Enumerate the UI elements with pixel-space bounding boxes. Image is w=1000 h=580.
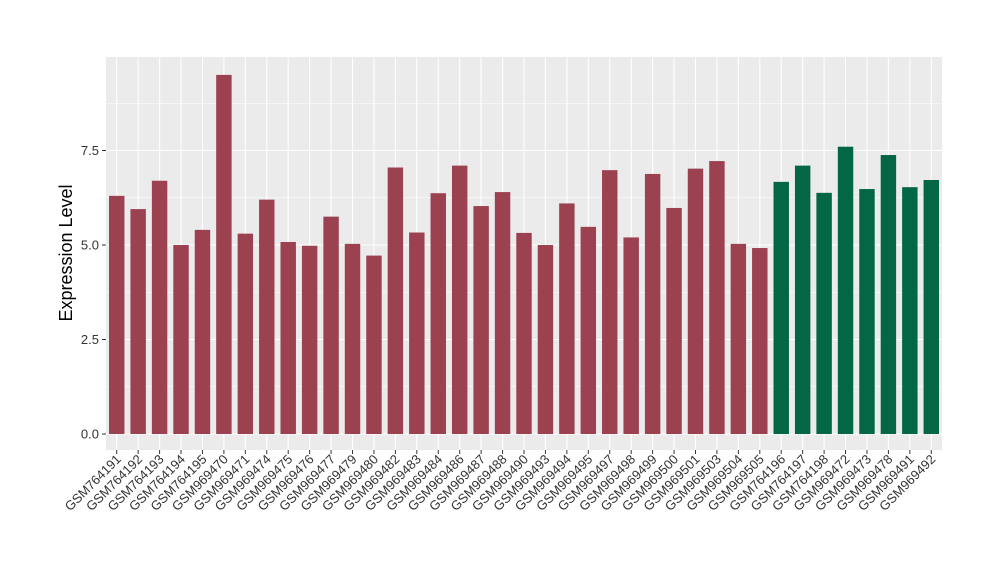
bar-GSM969480: [366, 255, 382, 434]
bar-GSM764194: [173, 245, 189, 434]
bar-GSM969475: [280, 241, 296, 434]
bar-GSM764191: [109, 195, 125, 434]
bar-GSM969498: [623, 237, 639, 434]
bar-GSM764195: [194, 229, 211, 434]
x-axis: GSM764191GSM764192GSM764193GSM764194GSM7…: [62, 450, 938, 514]
bar-GSM969504: [730, 243, 747, 434]
bar-GSM764197: [794, 165, 811, 434]
bar-GSM764193: [151, 180, 168, 434]
y-axis: 0.0 2.5 5.0 7.5: [81, 143, 106, 442]
bar-GSM969492: [923, 179, 939, 434]
y-axis-title: Expression Level: [56, 184, 76, 321]
bar-GSM969497: [602, 170, 618, 434]
y-tick-label: 2.5: [81, 332, 99, 347]
bar-GSM969473: [859, 189, 875, 434]
bar-GSM969495: [580, 226, 597, 434]
bar-GSM969483: [409, 232, 425, 434]
bar-GSM969478: [880, 155, 897, 434]
bar-GSM969482: [387, 167, 404, 434]
bar-GSM969486: [451, 165, 468, 434]
bar-GSM969472: [837, 146, 854, 434]
bar-GSM969487: [473, 206, 489, 434]
bar-GSM969479: [344, 243, 361, 434]
y-tick-label: 0.0: [81, 427, 99, 442]
bars: [109, 74, 939, 435]
bar-GSM969503: [709, 161, 725, 435]
bar-GSM969474: [259, 199, 275, 434]
bar-GSM969477: [323, 216, 339, 434]
bar-GSM969499: [644, 173, 661, 434]
y-tick-label: 5.0: [81, 238, 99, 253]
bar-GSM969470: [216, 74, 232, 435]
bar-GSM764198: [816, 192, 832, 434]
bar-GSM764192: [130, 209, 146, 434]
bar-GSM969484: [430, 193, 446, 434]
bar-GSM969494: [559, 203, 575, 434]
bar-GSM969491: [902, 187, 918, 434]
bar-GSM969490: [516, 232, 532, 434]
bar-GSM969500: [666, 207, 682, 434]
bar-GSM764196: [773, 181, 789, 434]
bar-GSM969493: [537, 245, 554, 434]
bar-GSM969488: [494, 192, 511, 434]
bar-GSM969501: [687, 168, 704, 435]
bar-GSM969476: [301, 245, 318, 434]
y-tick-label: 7.5: [81, 143, 99, 158]
bar-GSM969471: [237, 233, 254, 434]
bar-GSM969505: [752, 248, 768, 434]
